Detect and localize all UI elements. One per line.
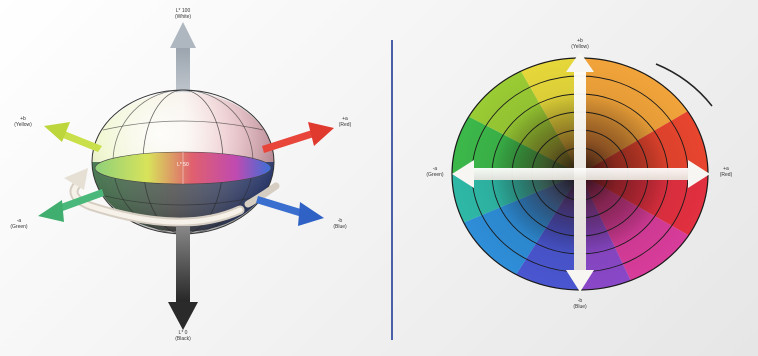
label-l-plus: L* 100 (White) xyxy=(168,8,198,20)
label-l-minus-name: (Black) xyxy=(175,336,191,342)
label-a-minus: -a (Green) xyxy=(2,218,36,230)
label-disc-bottom: -b (Blue) xyxy=(564,298,596,310)
label-a-plus-name: (Red) xyxy=(338,122,352,128)
l-minus-arrow xyxy=(168,226,198,330)
label-center-text: L* 50 xyxy=(177,162,189,168)
label-b-plus-symbol: +b xyxy=(20,116,26,122)
label-center: L* 50 xyxy=(170,162,196,168)
label-a-minus-symbol: -a xyxy=(16,218,22,224)
label-a-plus: +a (Red) xyxy=(332,116,358,128)
label-disc-right-name: (Red) xyxy=(719,172,733,178)
label-disc-bottom-name: (Blue) xyxy=(573,304,587,310)
label-disc-bottom-symbol: -b xyxy=(577,298,583,304)
a-plus-arrow xyxy=(262,122,334,153)
disc-axis-arrows xyxy=(452,52,710,292)
hue-rotation-arrow xyxy=(64,168,280,227)
label-disc-left-name: (Green) xyxy=(426,172,444,178)
label-l-plus-symbol: L* 100 xyxy=(175,8,191,14)
label-disc-top-symbol: +b xyxy=(577,38,583,44)
label-b-minus: -b (Blue) xyxy=(326,218,354,230)
label-a-plus-symbol: +a xyxy=(342,116,348,122)
label-disc-left-symbol: -a xyxy=(432,166,438,172)
label-disc-right: +a (Red) xyxy=(712,166,740,178)
label-b-minus-symbol: -b xyxy=(337,218,343,224)
b-plus-arrow xyxy=(44,122,102,152)
hue-direction-arc xyxy=(655,63,713,107)
label-b-minus-name: (Blue) xyxy=(333,224,347,230)
label-b-plus-name: (Yellow) xyxy=(14,122,32,128)
a-minus-arrow xyxy=(38,189,104,222)
label-l-minus-symbol: L* 0 xyxy=(178,330,188,336)
label-disc-right-symbol: +a xyxy=(723,166,729,172)
label-b-plus: +b (Yellow) xyxy=(6,116,40,128)
label-disc-left: -a (Green) xyxy=(418,166,452,178)
label-disc-top: +b (Yellow) xyxy=(564,38,596,50)
b-minus-arrow xyxy=(256,196,324,226)
label-disc-top-name: (Yellow) xyxy=(571,44,589,50)
label-l-minus: L* 0 (Black) xyxy=(168,330,198,342)
label-a-minus-name: (Green) xyxy=(10,224,28,230)
label-l-plus-name: (White) xyxy=(174,14,192,20)
